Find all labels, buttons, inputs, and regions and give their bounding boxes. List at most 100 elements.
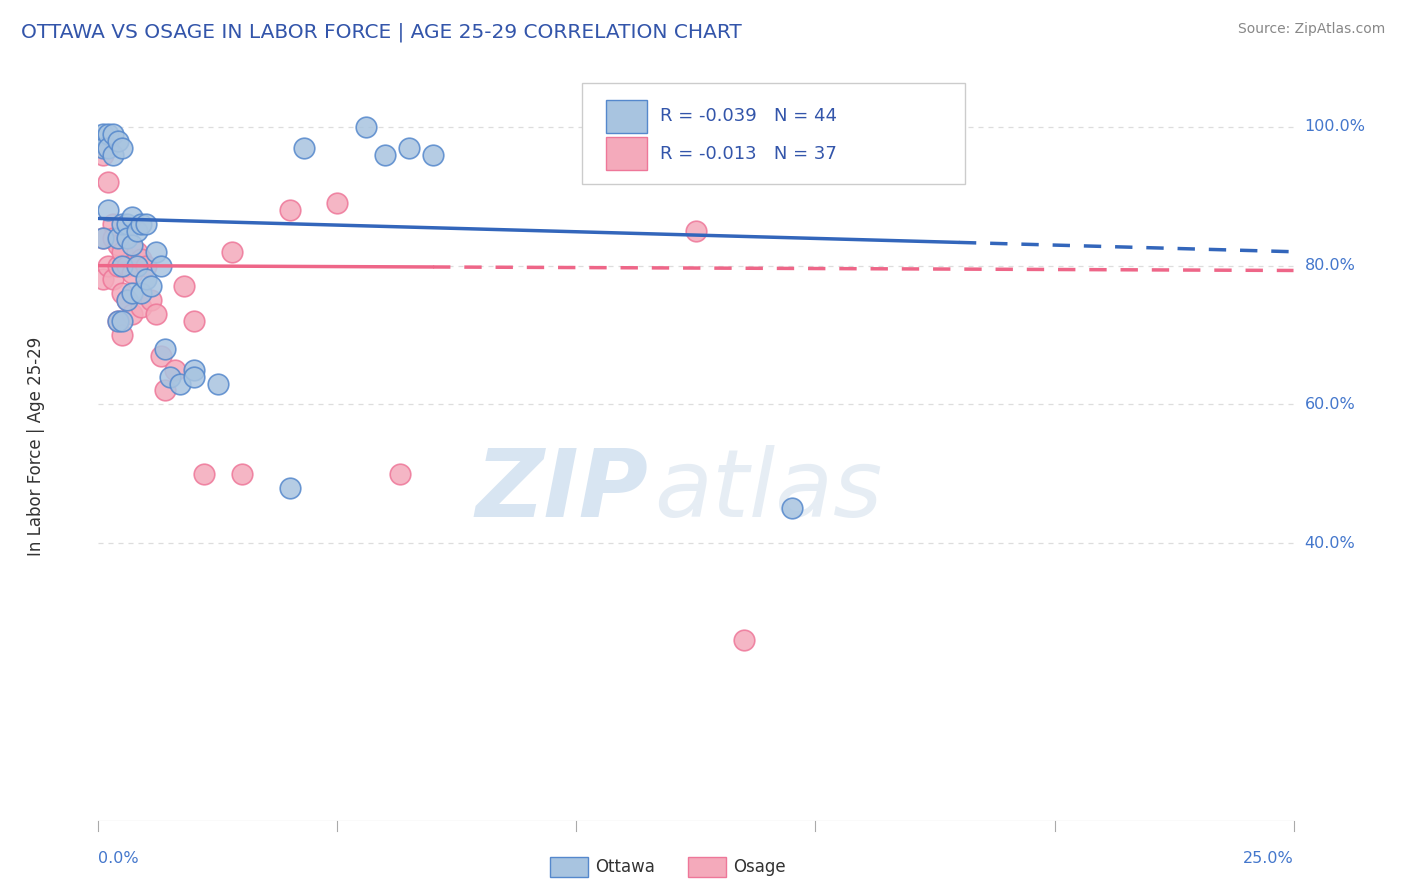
Point xyxy=(101,217,124,231)
Text: Source: ZipAtlas.com: Source: ZipAtlas.com xyxy=(1237,22,1385,37)
FancyBboxPatch shape xyxy=(606,137,647,170)
Point xyxy=(107,134,129,148)
Point xyxy=(155,384,177,398)
Point xyxy=(733,141,755,155)
Point xyxy=(101,127,124,141)
FancyBboxPatch shape xyxy=(688,857,725,877)
Point xyxy=(97,203,120,218)
Point xyxy=(107,231,129,245)
Point xyxy=(101,231,124,245)
Point xyxy=(107,259,129,273)
Point xyxy=(145,244,167,259)
Point xyxy=(231,467,253,481)
Point xyxy=(125,244,148,259)
Point xyxy=(111,286,134,301)
Point xyxy=(111,244,134,259)
Point xyxy=(278,203,301,218)
Point xyxy=(354,120,377,134)
Text: 60.0%: 60.0% xyxy=(1305,397,1355,412)
Point xyxy=(135,272,157,286)
Point xyxy=(115,217,138,231)
Point xyxy=(193,467,215,481)
Point xyxy=(149,259,172,273)
Point xyxy=(131,300,153,314)
Text: R = -0.039   N = 44: R = -0.039 N = 44 xyxy=(661,107,837,125)
Point xyxy=(121,266,143,280)
Point xyxy=(121,210,143,224)
Point xyxy=(398,141,420,155)
Point xyxy=(131,217,153,231)
Point xyxy=(159,369,181,384)
Point xyxy=(139,293,162,308)
Text: 25.0%: 25.0% xyxy=(1243,851,1294,866)
Point xyxy=(207,376,229,391)
Text: OTTAWA VS OSAGE IN LABOR FORCE | AGE 25-29 CORRELATION CHART: OTTAWA VS OSAGE IN LABOR FORCE | AGE 25-… xyxy=(21,22,742,42)
Point xyxy=(107,237,129,252)
Point xyxy=(388,467,411,481)
Point xyxy=(107,314,129,328)
Point xyxy=(733,633,755,648)
Point xyxy=(155,342,177,356)
Point xyxy=(111,141,134,155)
Point xyxy=(145,307,167,321)
Point xyxy=(91,127,114,141)
Point xyxy=(173,279,195,293)
Point xyxy=(101,147,124,161)
Point xyxy=(131,286,153,301)
Point xyxy=(97,127,120,141)
Point xyxy=(91,272,114,286)
Point xyxy=(139,279,162,293)
Point xyxy=(135,217,157,231)
Point xyxy=(278,481,301,495)
Text: ZIP: ZIP xyxy=(475,445,648,537)
Point xyxy=(115,231,138,245)
Point xyxy=(97,175,120,189)
Point xyxy=(107,314,129,328)
Point xyxy=(221,244,243,259)
Point xyxy=(183,362,205,376)
Point xyxy=(97,259,120,273)
Point xyxy=(125,259,148,273)
Point xyxy=(326,196,349,211)
Point xyxy=(111,259,134,273)
Point xyxy=(115,293,138,308)
Point xyxy=(685,224,707,238)
Point xyxy=(374,147,396,161)
FancyBboxPatch shape xyxy=(550,857,589,877)
Point xyxy=(91,147,114,161)
Text: Ottawa: Ottawa xyxy=(596,858,655,876)
Point xyxy=(115,259,138,273)
Point xyxy=(121,307,143,321)
Point xyxy=(169,376,191,391)
Point xyxy=(91,141,114,155)
Point xyxy=(422,147,444,161)
Point xyxy=(131,252,153,266)
Point xyxy=(183,314,205,328)
Point xyxy=(183,369,205,384)
Text: R = -0.013   N = 37: R = -0.013 N = 37 xyxy=(661,145,837,162)
FancyBboxPatch shape xyxy=(606,100,647,133)
Point xyxy=(135,259,157,273)
Point xyxy=(91,231,114,245)
Point xyxy=(111,314,134,328)
Text: 100.0%: 100.0% xyxy=(1305,120,1365,135)
Point xyxy=(163,362,186,376)
Point xyxy=(121,286,143,301)
Point xyxy=(97,141,120,155)
Point xyxy=(149,349,172,363)
Point xyxy=(121,237,143,252)
Text: atlas: atlas xyxy=(654,445,883,536)
Text: 80.0%: 80.0% xyxy=(1305,258,1355,273)
Text: In Labor Force | Age 25-29: In Labor Force | Age 25-29 xyxy=(27,336,45,556)
Point xyxy=(780,501,803,516)
FancyBboxPatch shape xyxy=(582,83,965,184)
Point xyxy=(125,224,148,238)
Text: Osage: Osage xyxy=(733,858,786,876)
Point xyxy=(111,328,134,343)
Point xyxy=(91,231,114,245)
Point xyxy=(292,141,315,155)
Point xyxy=(101,272,124,286)
Point xyxy=(115,293,138,308)
Text: 40.0%: 40.0% xyxy=(1305,535,1355,550)
Point xyxy=(111,217,134,231)
